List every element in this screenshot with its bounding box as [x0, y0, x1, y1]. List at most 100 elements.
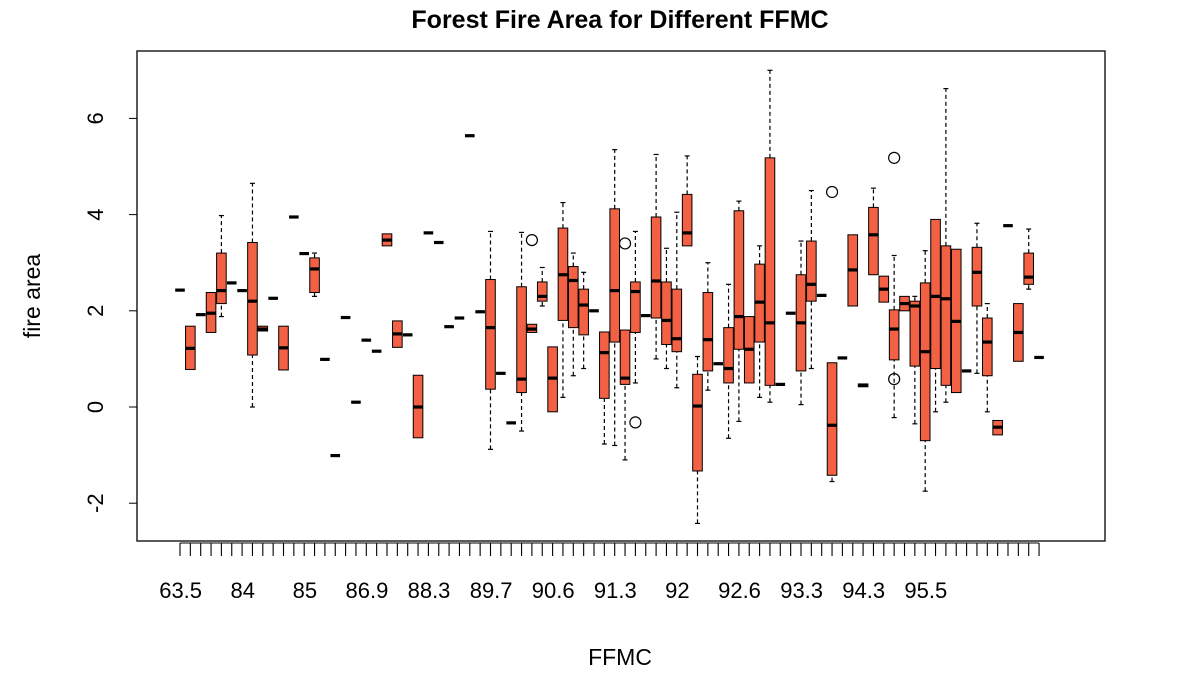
box-body: [619, 329, 631, 385]
box-body: [609, 208, 621, 343]
box-body: [971, 246, 983, 307]
box-36: [547, 346, 558, 413]
x-tick-label: 90.6: [532, 578, 575, 603]
box-44: [629, 230, 642, 429]
x-tick-label: 92: [665, 578, 689, 603]
box-75: [950, 248, 962, 394]
box-39: [578, 271, 589, 370]
box-7: [247, 182, 258, 408]
box-66: [857, 383, 869, 388]
box-57: [764, 69, 776, 403]
y-tick-label: -2: [83, 493, 108, 513]
x-tick-label: 84: [230, 578, 254, 603]
box-41: [599, 331, 610, 445]
box-3: [205, 292, 217, 333]
box-73: [930, 218, 941, 413]
box-body: [485, 279, 496, 390]
box-49: [681, 155, 693, 247]
box-69: [888, 151, 901, 419]
box-78: [982, 302, 993, 413]
y-tick-label: 4: [83, 208, 108, 220]
y-axis: -2 0 2 4 6: [83, 112, 138, 513]
box-body: [681, 193, 693, 247]
x-tick-label: 92.6: [718, 578, 761, 603]
box-body: [702, 292, 714, 372]
outlier-point: [629, 416, 642, 429]
box-68: [878, 275, 890, 303]
box-body: [630, 281, 641, 333]
box-body: [536, 281, 548, 302]
outlier-point: [825, 185, 839, 199]
box-50: [692, 355, 703, 525]
box-56: [754, 245, 765, 398]
outlier-point: [618, 237, 632, 250]
box-20: [381, 233, 393, 247]
box-body: [888, 309, 900, 361]
box-47: [661, 247, 672, 370]
box-51: [702, 262, 714, 391]
box-55: [743, 316, 755, 384]
box-body: [247, 241, 258, 356]
box-53: [723, 283, 734, 439]
box-42: [609, 149, 621, 447]
box-body: [650, 216, 662, 319]
chart-title: Forest Fire Area for Different FFMC: [411, 6, 828, 34]
box-72: [919, 250, 931, 492]
box-61: [806, 189, 817, 370]
box-33: [516, 231, 527, 432]
y-tick-label: 6: [83, 112, 108, 124]
box-70: [899, 295, 910, 312]
outlier-point: [888, 373, 901, 386]
box-60: [795, 240, 807, 406]
box-body: [671, 288, 683, 353]
box-body: [661, 281, 672, 345]
box-body: [516, 286, 527, 394]
box-body: [764, 157, 776, 386]
box-10: [278, 325, 289, 371]
box-8: [257, 325, 269, 332]
outlier-point: [888, 151, 901, 164]
x-tick-label: 85: [293, 578, 317, 603]
box-body: [930, 218, 941, 370]
box-body: [1023, 252, 1035, 285]
box-body: [940, 245, 952, 386]
box-37: [557, 201, 569, 398]
box-30: [485, 230, 496, 450]
box-body: [868, 206, 879, 276]
box-13: [309, 252, 320, 297]
box-38: [568, 252, 579, 377]
boxes-layer: [175, 69, 1044, 525]
box-34: [525, 233, 539, 333]
box-body: [692, 373, 703, 472]
x-axis-label: FFMC: [588, 644, 652, 670]
outlier-point: [525, 233, 539, 247]
x-tick-label: 88.3: [408, 578, 451, 603]
box-1: [185, 325, 196, 370]
box-74: [940, 87, 952, 403]
box-21: [392, 320, 403, 348]
box-71: [909, 295, 921, 425]
box-48: [671, 211, 683, 389]
box-35: [536, 266, 548, 307]
box-body: [578, 288, 589, 336]
box-body: [599, 331, 610, 399]
box-82: [1023, 228, 1035, 290]
x-tick-label: 95.5: [904, 578, 947, 603]
box-43: [618, 237, 632, 461]
box-body: [919, 282, 931, 442]
x-tick-label: 94.3: [842, 578, 885, 603]
box-body: [216, 252, 227, 305]
box-body: [309, 257, 320, 294]
box-63: [825, 185, 839, 483]
y-tick-label: 0: [83, 401, 108, 413]
box-body: [982, 317, 993, 377]
box-4: [216, 214, 227, 318]
x-tick-label: 93.3: [780, 578, 823, 603]
x-tick-label: 63.5: [159, 578, 202, 603]
box-81: [1013, 303, 1024, 362]
box-67: [868, 187, 879, 276]
box-body: [733, 210, 745, 350]
x-tick-label: 89.7: [470, 578, 513, 603]
x-tick-label: 91.3: [594, 578, 637, 603]
x-tick-label: 86.9: [346, 578, 389, 603]
